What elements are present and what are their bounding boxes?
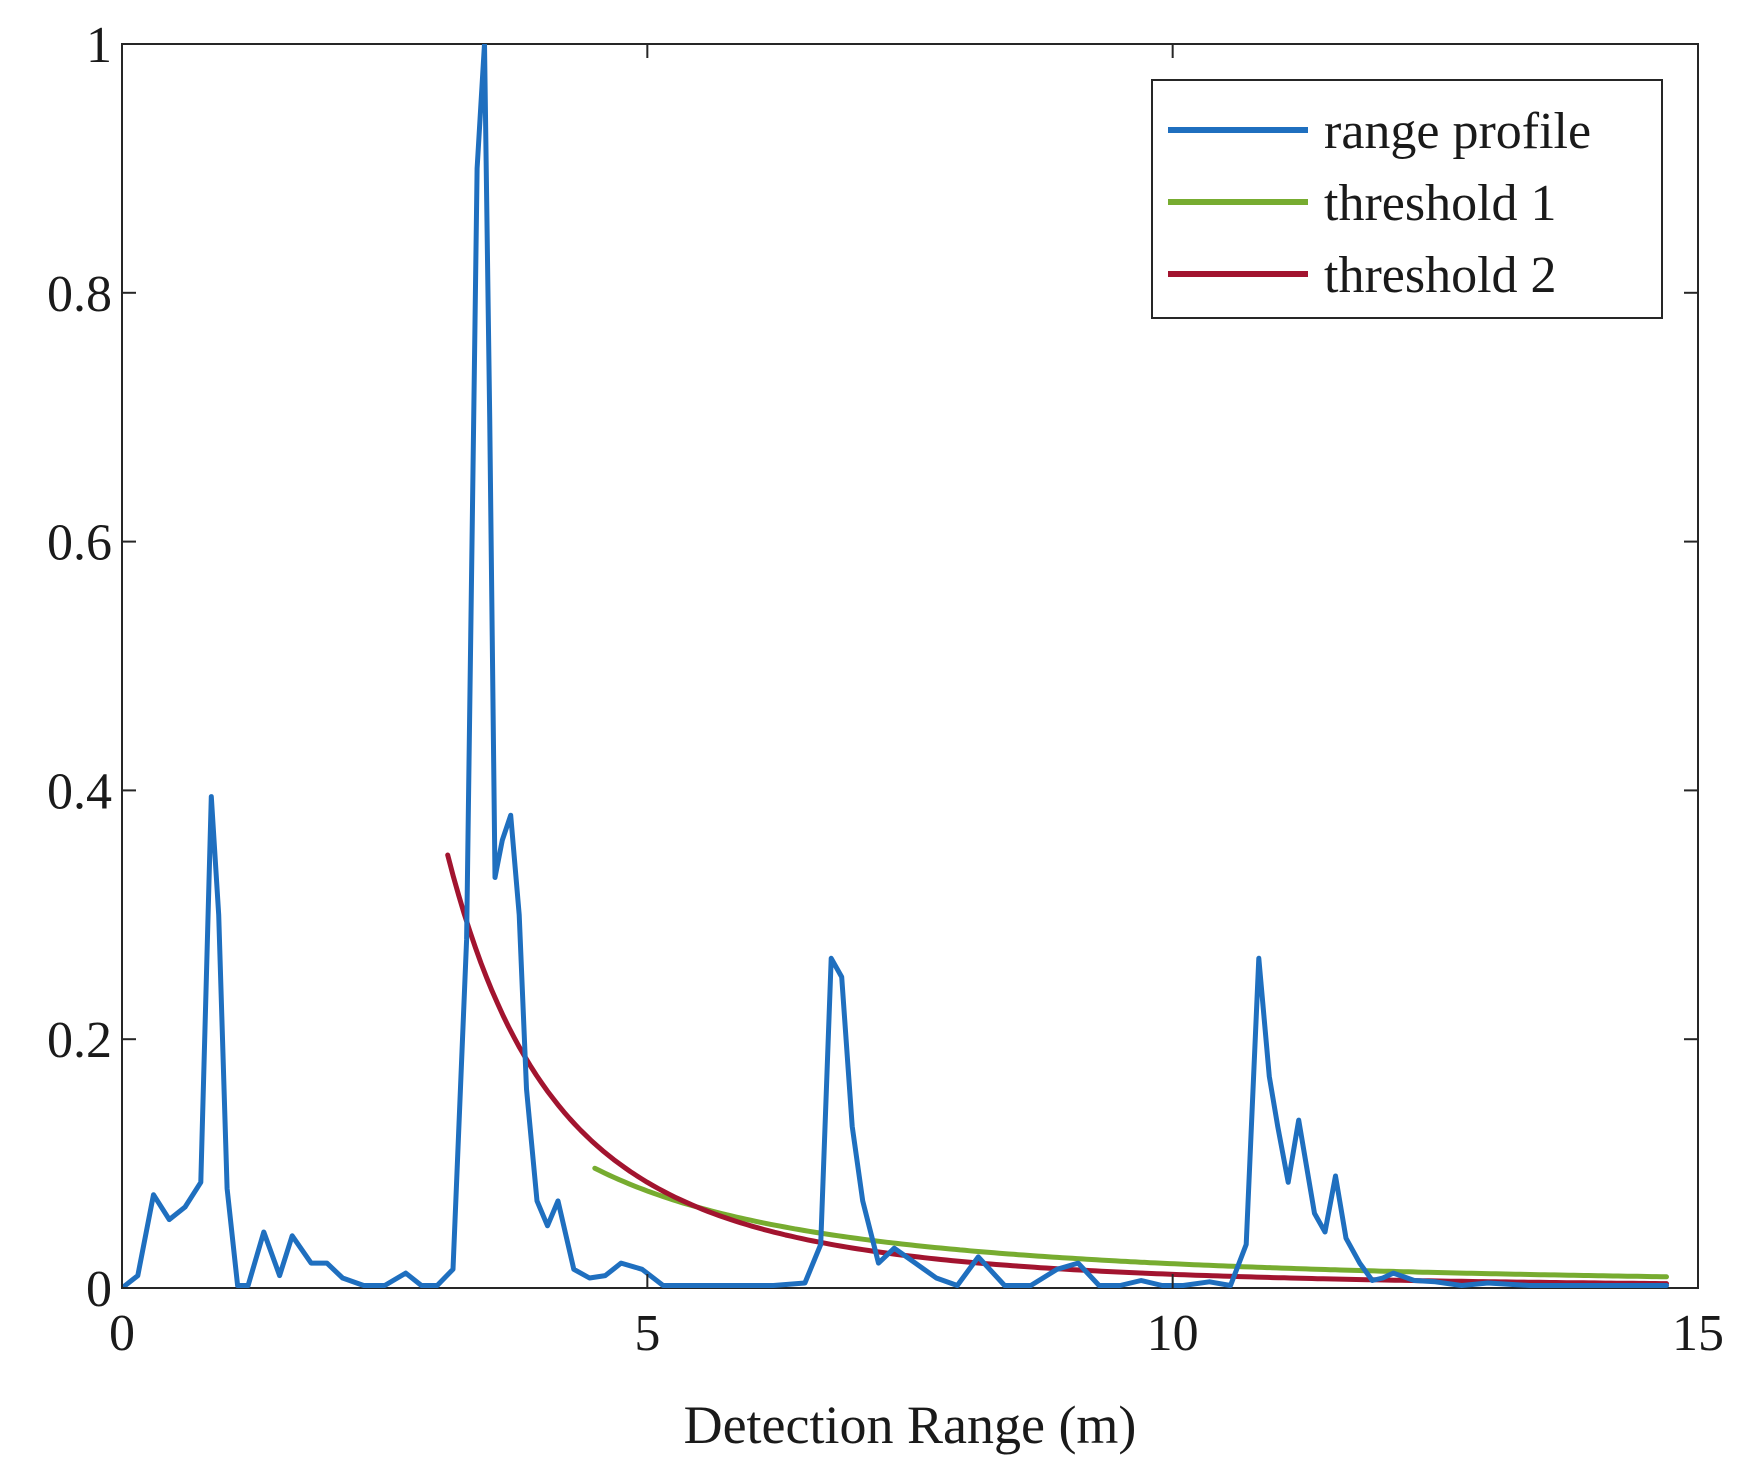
y-tick-label: 0.8 (47, 266, 112, 323)
legend-label: threshold 1 (1324, 175, 1557, 232)
y-tick-label: 0 (86, 1261, 112, 1318)
x-tick-label: 15 (1672, 1305, 1724, 1362)
x-tick-label: 0 (109, 1305, 135, 1362)
x-tick-label: 10 (1147, 1305, 1199, 1362)
axes-box (121, 43, 1699, 1289)
axes (121, 43, 1699, 1289)
series-layer (122, 44, 1669, 1288)
x-axis-title: Detection Range (m) (684, 1395, 1137, 1455)
series-line-threshold-1 (592, 1165, 1669, 1280)
y-tick-label: 1 (86, 17, 112, 74)
legend: range profile threshold 1 threshold 2 (1151, 79, 1663, 319)
y-tick-label: 0.4 (47, 763, 112, 820)
x-tick-label: 5 (634, 1305, 660, 1362)
y-tick-label: 0.6 (47, 515, 112, 572)
y-tick-label: 0.2 (47, 1012, 112, 1069)
series-line-range-profile (122, 44, 1669, 1288)
ticks-layer: 0 5 10 15 0 0.2 0.4 0.6 0.8 1 (47, 17, 1724, 1362)
legend-label: range profile (1324, 103, 1591, 160)
legend-label: threshold 2 (1324, 247, 1557, 304)
